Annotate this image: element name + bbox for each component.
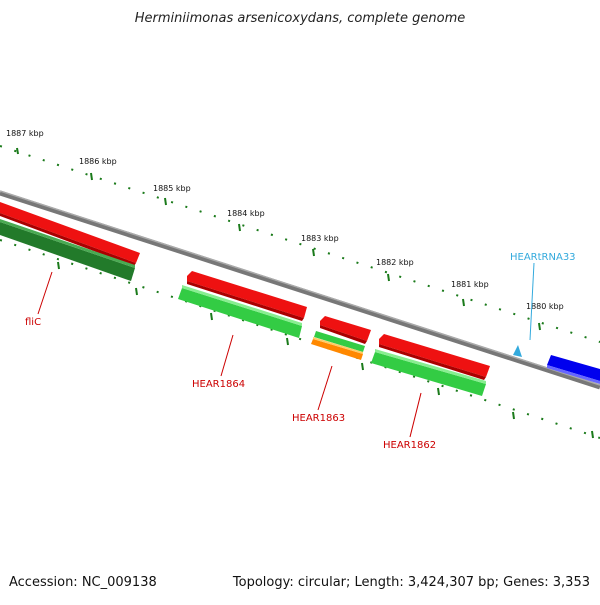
cds-hear1862-red[interactable] [379,334,490,380]
outer-major-ticks [16,147,541,331]
tick-label-1887: 1887 kbp [6,129,44,138]
cds-hear1864-red[interactable] [187,271,307,321]
cds-hear1864-green[interactable] [178,285,302,338]
tick-label-1881: 1881 kbp [451,280,489,289]
gene-label-trna: HEARtRNA33 [510,252,576,263]
cds-fliC-dark-green[interactable] [0,219,135,281]
gene-label-fliC: fliC [25,317,41,328]
leader-lines [37,262,535,438]
cds-hear1863-orange[interactable] [311,337,363,360]
tick-label-1880: 1880 kbp [526,302,564,311]
cds-hear1863-red[interactable] [320,316,371,344]
tick-label-1884: 1884 kbp [227,209,265,218]
genome-backbone [0,190,600,390]
tick-label-1882: 1882 kbp [376,258,414,267]
genome-summary: Topology: circular; Length: 3,424,307 bp… [232,575,590,590]
tick-label-1886: 1886 kbp [79,157,117,166]
inner-tick-ring [0,239,600,439]
cds-blue[interactable] [547,355,600,384]
cds-hear1863-green[interactable] [314,331,365,352]
accession-label: Accession: NC_009138 [9,575,157,590]
tick-label-1885: 1885 kbp [153,184,191,193]
gene-label-hear1863: HEAR1863 [292,413,345,424]
tick-label-1883: 1883 kbp [301,234,339,243]
outer-tick-ring [0,145,600,343]
cds-hear1862-green[interactable] [371,349,486,396]
map-title: Herminiimonas arsenicoxydans, complete g… [135,11,465,26]
inner-major-ticks [57,261,594,439]
gene-label-hear1864: HEAR1864 [192,379,245,390]
trna-marker[interactable] [513,345,522,357]
cds-fliC-red[interactable] [0,202,140,266]
gene-label-hear1862: HEAR1862 [383,440,436,451]
